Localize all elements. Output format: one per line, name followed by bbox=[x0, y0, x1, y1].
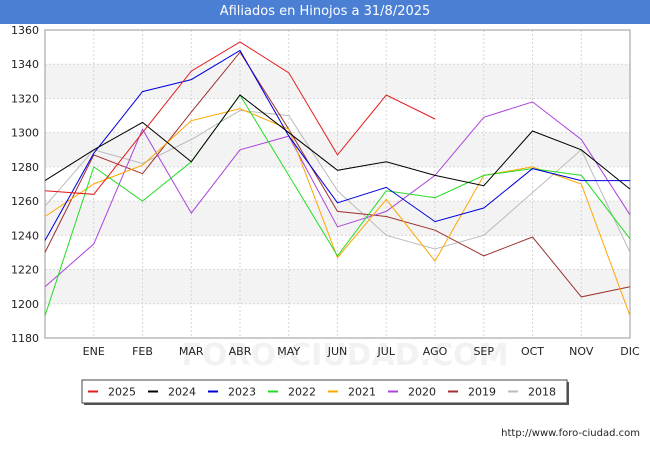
y-tick-label: 1300 bbox=[11, 127, 39, 140]
x-axis-ticks: ENE FEB MAR ABR MAY JUN JUL AGO SEP OCT NOV DIC bbox=[83, 345, 640, 358]
series-line-2024 bbox=[44, 94, 631, 190]
x-tick-label: ABR bbox=[229, 345, 252, 358]
x-tick-label: JUN bbox=[327, 345, 348, 358]
x-tick-label: DIC bbox=[620, 345, 640, 358]
x-tick-label: OCT bbox=[521, 345, 544, 358]
y-tick-label: 1240 bbox=[11, 229, 39, 242]
series-lines bbox=[44, 41, 631, 316]
grid-lines bbox=[44, 29, 631, 339]
series-line-2021 bbox=[44, 108, 631, 316]
plot-band bbox=[45, 64, 630, 99]
series-line-2020 bbox=[44, 101, 631, 288]
legend-label-2021: 2021 bbox=[348, 386, 376, 399]
series-line-2019 bbox=[44, 51, 631, 298]
title-bar bbox=[0, 0, 650, 24]
legend-label-2025: 2025 bbox=[108, 386, 136, 399]
y-tick-label: 1200 bbox=[11, 298, 39, 311]
legend-label-2023: 2023 bbox=[228, 386, 256, 399]
legend: 2025 2024 2023 2022 2021 2020 2019 2018 bbox=[81, 379, 569, 405]
x-tick-label: ENE bbox=[83, 345, 105, 358]
x-tick-label: FEB bbox=[132, 345, 153, 358]
x-tick-label: MAY bbox=[277, 345, 300, 358]
legend-label-2018: 2018 bbox=[528, 386, 556, 399]
legend-label-2024: 2024 bbox=[168, 386, 196, 399]
chart-title: Afiliados en Hinojos a 31/8/2025 bbox=[219, 4, 431, 19]
y-axis-ticks: 1180 1200 1220 1240 1260 1280 1300 1320 1340 1360 bbox=[11, 24, 39, 345]
legend-box bbox=[81, 379, 568, 404]
y-tick-label: 1360 bbox=[11, 24, 39, 37]
y-tick-label: 1260 bbox=[11, 195, 39, 208]
series-line-2018 bbox=[44, 109, 631, 253]
legend-label-2019: 2019 bbox=[468, 386, 496, 399]
footer-url: http://www.foro-ciudad.com bbox=[501, 428, 640, 439]
legend-label-2020: 2020 bbox=[408, 386, 436, 399]
y-tick-label: 1340 bbox=[11, 58, 39, 71]
x-tick-label: JUL bbox=[377, 345, 396, 358]
series-line-2025 bbox=[44, 41, 436, 195]
x-tick-label: SEP bbox=[473, 345, 494, 358]
y-tick-label: 1220 bbox=[11, 264, 39, 277]
watermark: FORO-CIUDAD.COM bbox=[182, 338, 509, 373]
x-tick-label: MAR bbox=[179, 345, 204, 358]
y-tick-label: 1320 bbox=[11, 92, 39, 105]
legend-label-2022: 2022 bbox=[288, 386, 316, 399]
plot-band bbox=[45, 132, 630, 167]
y-tick-label: 1180 bbox=[11, 332, 39, 345]
series-line-2023 bbox=[44, 49, 630, 241]
plot-border bbox=[44, 29, 631, 339]
y-tick-label: 1280 bbox=[11, 161, 39, 174]
x-tick-label: AGO bbox=[423, 345, 448, 358]
x-tick-label: NOV bbox=[569, 345, 594, 358]
